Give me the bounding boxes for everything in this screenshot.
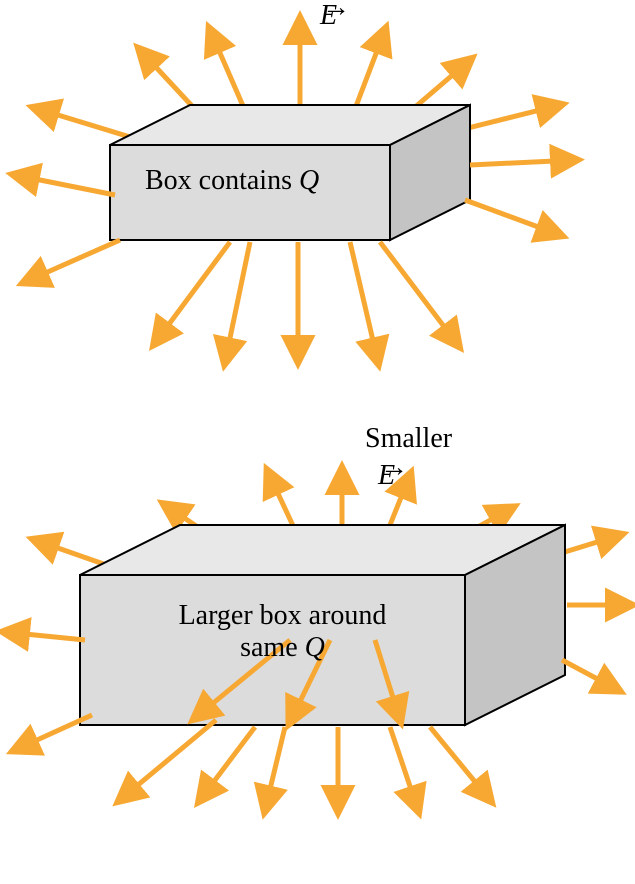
field-arrow (562, 660, 618, 690)
bottom-box-label: Larger box around same Q (140, 600, 425, 664)
field-arrow (15, 175, 115, 195)
field-arrow (350, 242, 378, 362)
field-arrow (268, 472, 295, 530)
smaller-label: Smaller (365, 423, 452, 455)
field-arrow (380, 242, 458, 345)
field-arrow (25, 240, 120, 282)
field-arrow (15, 715, 92, 750)
field-arrow (465, 200, 560, 235)
field-arrow (5, 632, 85, 640)
top-box-label: Box contains Q (145, 165, 319, 197)
top-diagram-svg (0, 0, 635, 884)
bottom-vector-label: → E (378, 460, 395, 492)
field-arrow (470, 160, 575, 165)
field-arrow (225, 242, 250, 362)
field-arrow (120, 720, 216, 800)
field-arrow (35, 108, 140, 140)
field-arrow (460, 105, 560, 130)
field-arrow (265, 727, 285, 810)
field-arrow (200, 727, 255, 800)
top-vector-label: → E (320, 0, 337, 32)
field-arrow (390, 727, 418, 810)
field-arrow (155, 242, 230, 343)
field-arrow (430, 727, 490, 800)
